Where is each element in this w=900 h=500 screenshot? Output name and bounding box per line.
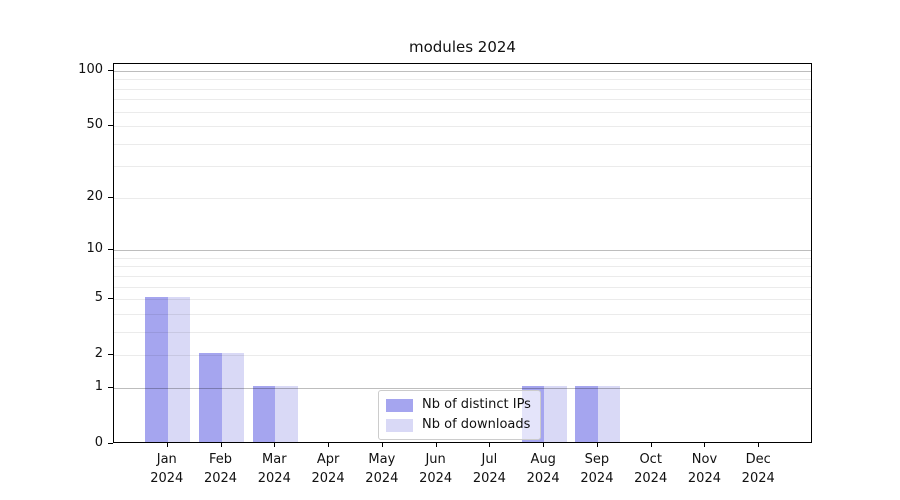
gridline-4 [114,313,811,315]
y-tick-label-100: 100 [78,61,103,77]
gridline-8 [114,266,811,268]
gridline-20 [114,197,811,199]
x-tick-label-apr: Apr 2024 [311,452,345,486]
gridline-5 [114,299,811,301]
bar-nb-of-downloads-jan [167,297,191,442]
y-tick-mark-50 [108,125,113,127]
x-tick-label-feb: Feb 2024 [203,452,238,486]
x-tick-label-oct: Oct 2024 [634,452,668,486]
x-tick-mark-apr [328,443,330,447]
y-tick-label-1: 1 [94,378,103,394]
bar-nb-of-downloads-mar [275,385,298,442]
x-tick-mark-jun [435,443,437,447]
x-tick-label-dec: Dec 2024 [741,452,775,486]
x-tick-mark-jul [489,443,491,447]
gridline-7 [114,275,811,277]
bar-nb-of-distinct-ips-feb [199,353,222,442]
gridline-30 [114,166,811,168]
gridline-6 [114,286,811,288]
y-tick-mark-0 [108,443,113,444]
gridline-80 [114,88,811,90]
x-tick-label-aug: Aug 2024 [526,452,560,486]
y-tick-label-20: 20 [86,188,103,204]
y-tick-label-5: 5 [94,290,103,306]
gridline-50 [114,126,811,128]
x-tick-mark-jan [166,443,168,447]
y-tick-mark-20 [108,196,113,198]
y-tick-mark-2 [108,354,113,356]
x-tick-mark-sep [596,443,598,447]
plot-area: Nb of distinct IPs Nb of downloads [113,63,812,443]
y-tick-label-10: 10 [86,241,103,257]
x-tick-label-jul: Jul 2024 [472,452,506,486]
legend-swatch-1 [386,418,413,432]
x-tick-mark-oct [650,443,652,447]
x-tick-mark-mar [274,443,276,447]
y-tick-mark-10 [108,249,113,251]
x-tick-mark-dec [758,443,760,447]
gridline-2 [114,355,811,357]
x-tick-label-may: May 2024 [365,452,399,486]
gridline-100 [114,70,811,72]
gridline-9 [114,257,811,259]
y-tick-label-50: 50 [86,117,103,133]
gridline-3 [114,331,811,333]
x-tick-label-nov: Nov 2024 [687,452,721,486]
bar-nb-of-downloads-feb [221,353,245,442]
gridline-10 [114,250,811,252]
bar-nb-of-downloads-aug [544,385,567,442]
legend-label-0: Nb of distinct IPs [422,397,531,412]
bar-nb-of-distinct-ips-jan [145,297,168,442]
legend-swatch-0 [386,398,413,412]
x-tick-label-jan: Jan 2024 [150,452,184,486]
legend-label-1: Nb of downloads [422,417,531,432]
bar-nb-of-distinct-ips-sep [575,385,598,442]
y-tick-mark-5 [108,298,113,300]
y-tick-mark-1 [108,386,113,388]
legend: Nb of distinct IPs Nb of downloads [378,390,541,440]
x-tick-mark-nov [704,443,706,447]
bar-nb-of-downloads-sep [597,385,621,442]
x-tick-label-jun: Jun 2024 [419,452,453,486]
chart-title: modules 2024 [409,38,516,56]
y-tick-label-0: 0 [94,435,103,450]
gridline-1 [114,387,811,389]
x-tick-label-mar: Mar 2024 [257,452,291,486]
x-tick-label-sep: Sep 2024 [580,452,614,486]
legend-entry-1: Nb of downloads [386,417,531,433]
y-tick-mark-100 [108,69,113,71]
x-tick-mark-feb [220,443,222,447]
gridline-40 [114,143,811,145]
x-tick-mark-may [381,443,383,447]
bar-nb-of-distinct-ips-mar [252,385,276,442]
y-tick-label-2: 2 [94,346,103,362]
x-tick-mark-aug [543,443,545,447]
gridline-60 [114,111,811,113]
gridline-70 [114,99,811,101]
legend-entry-0: Nb of distinct IPs [386,397,531,413]
gridline-90 [114,79,811,81]
